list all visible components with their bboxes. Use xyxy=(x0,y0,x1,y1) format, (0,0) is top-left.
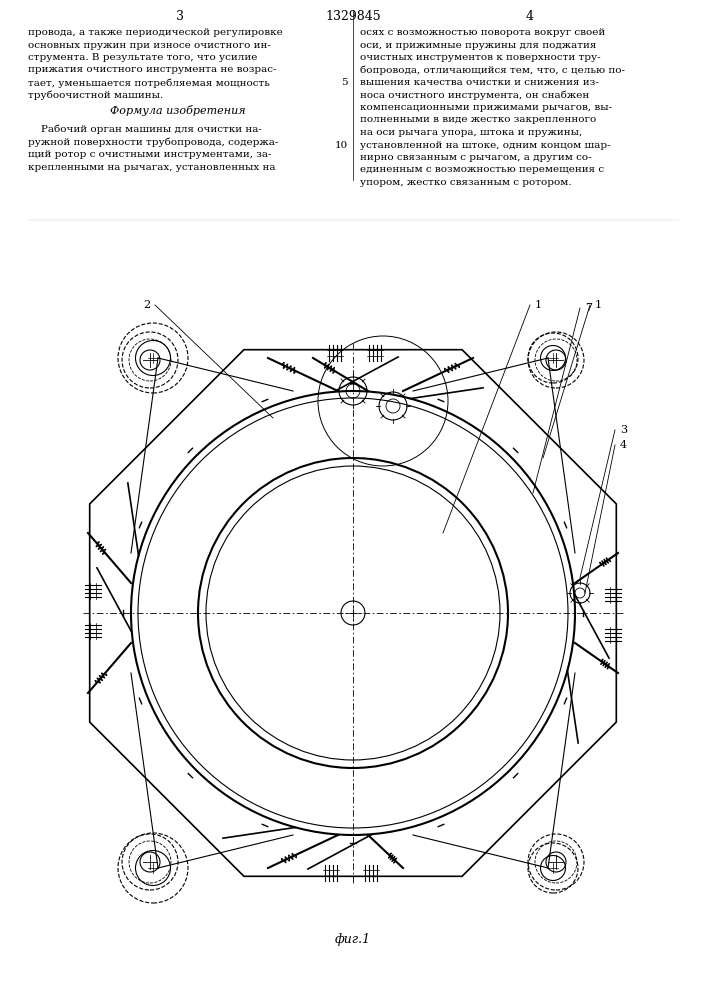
Text: 4: 4 xyxy=(620,440,627,450)
Text: упором, жестко связанным с ротором.: упором, жестко связанным с ротором. xyxy=(360,178,572,187)
Text: 10: 10 xyxy=(334,140,348,149)
Text: струмента. В результате того, что усилие: струмента. В результате того, что усилие xyxy=(28,53,257,62)
Text: 3: 3 xyxy=(620,425,627,435)
Text: компенсационными прижимами рычагов, вы-: компенсационными прижимами рычагов, вы- xyxy=(360,103,612,112)
Text: прижатия очистного инструмента не возрас-: прижатия очистного инструмента не возрас… xyxy=(28,66,276,75)
Text: провода, а также периодической регулировке: провода, а также периодической регулиров… xyxy=(28,28,283,37)
Text: на оси рычага упора, штока и пружины,: на оси рычага упора, штока и пружины, xyxy=(360,128,583,137)
Text: очистных инструментов к поверхности тру-: очистных инструментов к поверхности тру- xyxy=(360,53,601,62)
Text: 2: 2 xyxy=(143,300,150,310)
Text: 1329845: 1329845 xyxy=(325,10,381,23)
Text: нирно связанным с рычагом, а другим со-: нирно связанным с рычагом, а другим со- xyxy=(360,153,592,162)
Text: трубоочистной машины.: трубоочистной машины. xyxy=(28,91,163,100)
Text: тает, уменьшается потребляемая мощность: тает, уменьшается потребляемая мощность xyxy=(28,78,270,88)
Text: 7: 7 xyxy=(585,303,592,313)
Text: Рабочий орган машины для очистки на-: Рабочий орган машины для очистки на- xyxy=(28,125,262,134)
Text: 3: 3 xyxy=(176,10,184,23)
Text: осях с возможностью поворота вокруг своей: осях с возможностью поворота вокруг свое… xyxy=(360,28,605,37)
Text: Формула изобретения: Формула изобретения xyxy=(110,105,246,116)
Text: ружной поверхности трубопровода, содержа-: ружной поверхности трубопровода, содержа… xyxy=(28,137,279,147)
Text: 5: 5 xyxy=(341,78,348,87)
Text: установленной на штоке, одним концом шар-: установленной на штоке, одним концом шар… xyxy=(360,140,611,149)
Text: щий ротор с очистными инструментами, за-: щий ротор с очистными инструментами, за- xyxy=(28,150,271,159)
Text: основных пружин при износе очистного ин-: основных пружин при износе очистного ин- xyxy=(28,40,271,49)
Text: единенным с возможностью перемещения с: единенным с возможностью перемещения с xyxy=(360,165,604,174)
Text: вышения качества очистки и снижения из-: вышения качества очистки и снижения из- xyxy=(360,78,599,87)
Text: оси, и прижимные пружины для поджатия: оси, и прижимные пружины для поджатия xyxy=(360,40,597,49)
Text: 1: 1 xyxy=(535,300,542,310)
Text: крепленными на рычагах, установленных на: крепленными на рычагах, установленных на xyxy=(28,162,276,172)
Text: полненными в виде жестко закрепленного: полненными в виде жестко закрепленного xyxy=(360,115,596,124)
Text: бопровода, отличающийся тем, что, с целью по-: бопровода, отличающийся тем, что, с цель… xyxy=(360,66,625,75)
Text: 4: 4 xyxy=(526,10,534,23)
Text: фиг.1: фиг.1 xyxy=(335,934,371,946)
Text: 1: 1 xyxy=(595,300,602,310)
Text: носа очистного инструмента, он снабжен: носа очистного инструмента, он снабжен xyxy=(360,91,589,100)
